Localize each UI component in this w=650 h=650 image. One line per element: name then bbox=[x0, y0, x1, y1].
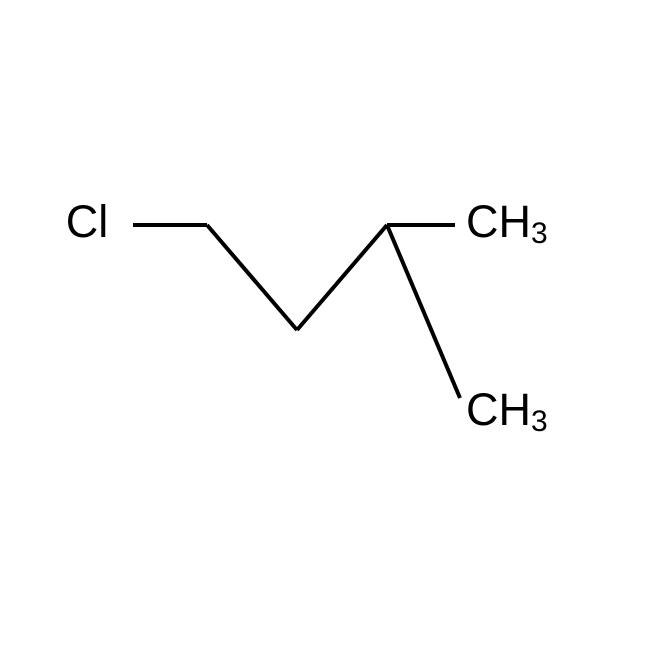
bond-c3-ch3down bbox=[387, 225, 460, 398]
atom-ch3-down-sub: 3 bbox=[531, 405, 548, 438]
molecule-diagram: Cl CH3 CH3 bbox=[0, 0, 650, 650]
atom-ch3-up-main: CH bbox=[466, 196, 531, 247]
atom-ch3-up-sub: 3 bbox=[531, 217, 548, 250]
atom-cl: Cl bbox=[66, 196, 109, 247]
atom-ch3-up: CH3 bbox=[466, 196, 548, 250]
atom-ch3-down-main: CH bbox=[466, 384, 531, 435]
atom-ch3-down: CH3 bbox=[466, 384, 548, 438]
bond-c1-c2 bbox=[207, 225, 297, 330]
bond-c2-c3 bbox=[297, 225, 387, 330]
